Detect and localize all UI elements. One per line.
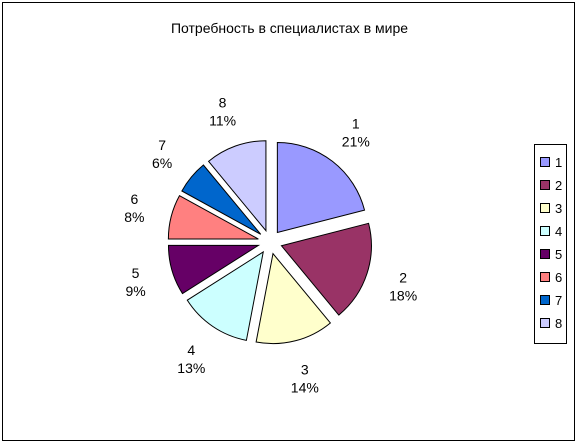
legend-swatch-1: [540, 157, 550, 167]
legend-item-5: 5: [540, 246, 562, 262]
pie-chart: 1 21% 2 18% 3 14% 4 13% 5 9% 6 8% 7 6% 8 11%: [124, 94, 417, 396]
pie-slice-4: [186, 250, 264, 341]
pie-slice-3: [255, 252, 332, 345]
slice-label-name-7: 7: [158, 137, 166, 153]
pie-slice-6: [167, 194, 259, 240]
slice-label-name-5: 5: [132, 265, 140, 281]
legend-label-5: 5: [555, 246, 563, 262]
legend-swatch-2: [540, 180, 550, 190]
legend-label-7: 7: [555, 292, 563, 308]
pie-slice-1: [276, 142, 366, 234]
slice-label-value-7: 6%: [152, 155, 172, 171]
slice-label-value-2: 18%: [389, 287, 417, 303]
slice-label-name-1: 1: [352, 115, 360, 131]
slice-label-name-3: 3: [301, 362, 309, 378]
slice-label-value-6: 8%: [124, 209, 144, 225]
slice-label-value-5: 9%: [125, 283, 145, 299]
legend-label-2: 2: [555, 177, 563, 193]
legend-swatch-4: [540, 226, 550, 236]
slice-label-name-4: 4: [187, 342, 195, 358]
legend-swatch-7: [540, 295, 550, 305]
legend-item-8: 8: [540, 315, 562, 331]
slice-label-value-1: 21%: [342, 133, 370, 149]
slice-label-name-2: 2: [399, 269, 407, 285]
slice-label-value-3: 14%: [291, 380, 319, 396]
legend-swatch-6: [540, 272, 550, 282]
legend: 1 2 3 4 5 6 7 8: [534, 144, 567, 344]
slice-label-value-4: 13%: [177, 360, 205, 376]
legend-label-1: 1: [555, 154, 563, 170]
legend-swatch-8: [540, 318, 550, 328]
chart-title: Потребность в специалистах в мире: [170, 20, 409, 36]
legend-label-6: 6: [555, 269, 563, 285]
slice-label-name-8: 8: [219, 94, 227, 110]
pie-slice-5: [167, 244, 261, 295]
legend-item-1: 1: [540, 154, 562, 170]
legend-item-3: 3: [540, 200, 562, 216]
pie-slice-7: [181, 164, 262, 235]
slice-label-name-6: 6: [130, 191, 138, 207]
legend-item-7: 7: [540, 292, 562, 308]
legend-item-6: 6: [540, 269, 562, 285]
legend-swatch-5: [540, 249, 550, 259]
legend-label-8: 8: [555, 315, 563, 331]
pie-slice-8: [207, 140, 267, 233]
pie-slice-2: [280, 222, 372, 316]
slice-label-value-8: 11%: [209, 112, 236, 128]
legend-label-3: 3: [555, 200, 563, 216]
chart-frame: Потребность в специалистах в мире 1 21% 2 1…: [2, 2, 575, 441]
legend-item-4: 4: [540, 223, 562, 239]
legend-swatch-3: [540, 203, 550, 213]
legend-item-2: 2: [540, 177, 562, 193]
legend-label-4: 4: [555, 223, 563, 239]
